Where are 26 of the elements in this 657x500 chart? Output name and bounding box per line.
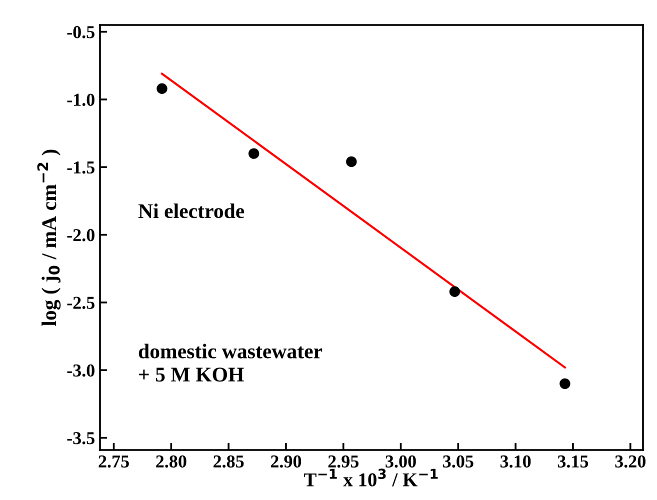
x-tick-label: 2.95	[328, 455, 359, 468]
y-axis-title: log ( j$_{0}$ / mA cm$^{−2}$ )	[37, 150, 61, 326]
point	[560, 378, 570, 390]
point	[248, 148, 260, 159]
x-tick-label: 3.15	[558, 455, 588, 468]
x-tick-label: 3.05	[443, 455, 474, 468]
y-tick-label: -1.0	[67, 94, 94, 106]
x-tick-label: 2.85	[214, 455, 244, 468]
y-tick-label: -2.0	[67, 229, 94, 242]
x-tick-label: 3.10	[500, 455, 531, 468]
point	[156, 83, 168, 94]
x-axis-title: T$^{−1}$ x 10$^{3}$ / K$^{−1}$	[304, 468, 438, 486]
x-tick-label: 3.00	[386, 455, 416, 468]
annotation: domestic wastewater + 5 M KOH	[138, 344, 322, 382]
y-tick-label: -3.5	[67, 432, 94, 444]
x-tick-label: 2.75	[98, 455, 129, 468]
y-tick-label: -0.5	[67, 26, 94, 38]
annotation: Ni electrode	[138, 204, 244, 218]
point	[346, 156, 357, 168]
x-tick-label: 2.90	[270, 455, 302, 468]
y-tick-label: -2.5	[67, 296, 94, 309]
x-tick-label: 2.80	[156, 455, 186, 468]
point	[449, 286, 460, 297]
x-tick-label: 3.20	[615, 455, 646, 468]
y-tick-label: -1.5	[67, 161, 94, 174]
y-tick-label: -3.0	[67, 364, 94, 377]
